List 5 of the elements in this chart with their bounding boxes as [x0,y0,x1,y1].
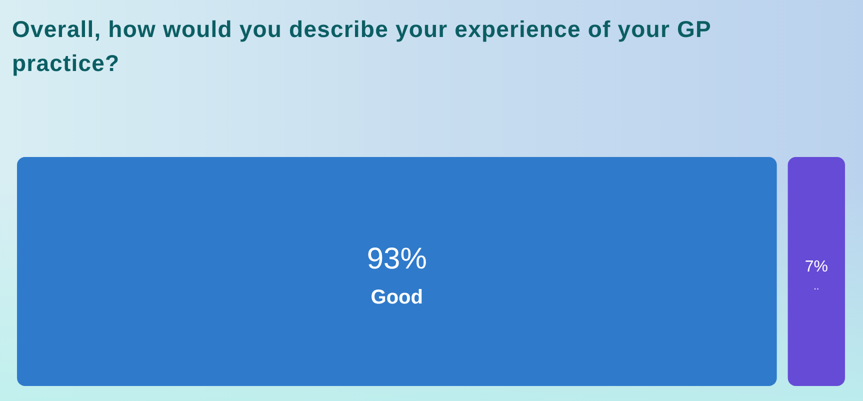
data-label: 93% [366,242,427,276]
data-label: 7% [804,258,828,276]
text: Overall, how would you describe your experience of your GP practice? [12,15,712,78]
category-label: Good [370,286,424,308]
category-label: .. [814,282,820,292]
